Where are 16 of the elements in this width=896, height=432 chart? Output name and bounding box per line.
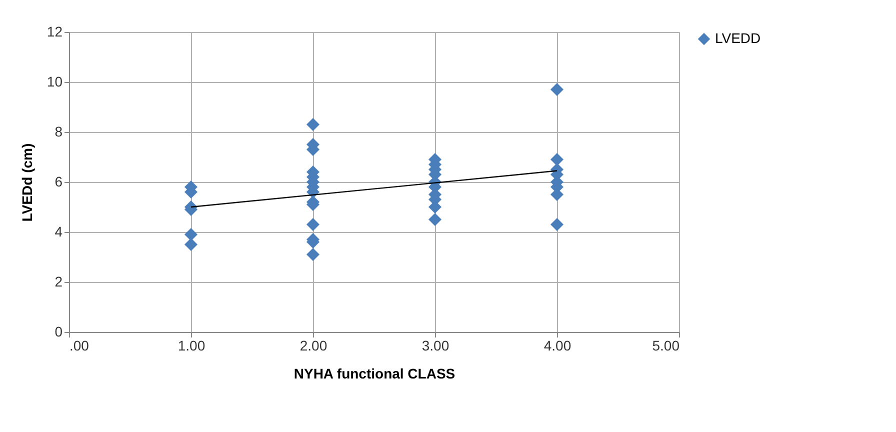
x-axis-title: NYHA functional CLASS [294,366,456,382]
x-tick-label: 4.00 [544,338,572,354]
x-tick-label: .00 [70,338,90,354]
x-tick-label: 5.00 [652,338,680,354]
y-tick-label: 10 [46,74,63,90]
y-tick-label: 4 [54,224,63,240]
x-tick-label: 1.00 [178,338,206,354]
y-tick-label: 2 [54,274,63,290]
x-tick-label: 2.00 [300,338,328,354]
x-tick-label: 3.00 [422,338,450,354]
y-tick-label: 8 [54,124,63,140]
y-tick-label: 0 [54,324,63,340]
y-axis-title: LVEDd (cm) [18,143,35,222]
legend-label: LVEDD [715,30,761,46]
y-tick-label: 6 [54,174,63,190]
y-tick-label: 12 [46,24,63,40]
